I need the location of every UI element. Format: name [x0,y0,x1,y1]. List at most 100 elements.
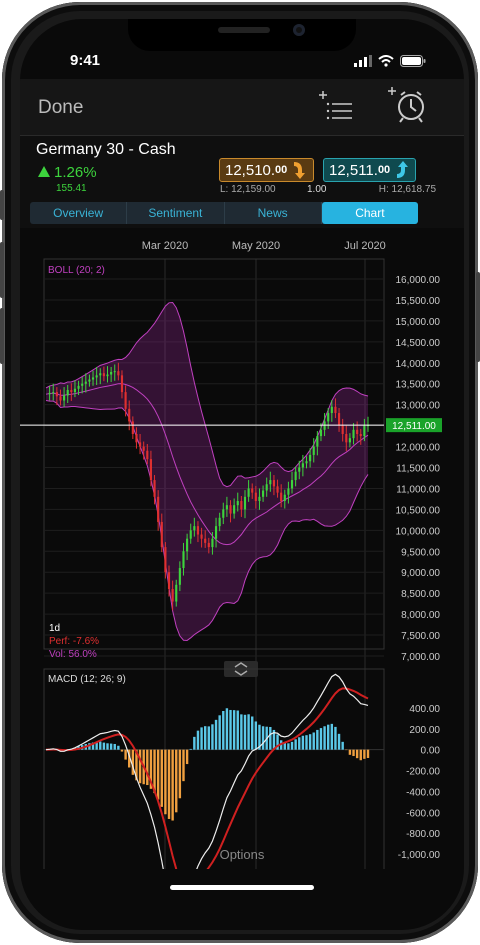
candle [287,488,290,495]
candle [247,488,250,497]
y-tick-label: 11,500.00 [396,464,440,475]
y-tick-label: 10,500.00 [396,505,441,516]
macd-histogram-bar [334,726,337,750]
tab-news[interactable]: News [225,202,322,224]
candle [99,373,102,376]
candle [254,492,257,502]
macd-histogram-bar [290,741,294,750]
candle [319,429,323,437]
macd-histogram-bar [189,748,192,750]
macd-histogram-bar [178,749,182,799]
candle [327,413,330,422]
macd-histogram-bar [355,749,359,759]
macd-y-tick-label: -200.00 [406,767,440,778]
macd-histogram-bar [117,745,120,750]
current-price-label: 12,511.00 [392,421,436,432]
candle [106,374,109,377]
macd-histogram-bar [366,749,370,758]
speaker [218,27,270,33]
y-tick-label: 14,000.00 [396,359,441,370]
macd-histogram-bar [301,735,305,750]
macd-histogram-bar [160,749,163,807]
macd-panel-frame [43,668,385,876]
candle [309,454,312,462]
sell-arrow-icon [294,162,306,179]
macd-histogram-bar [312,732,315,750]
macd-histogram-bar [294,739,297,750]
y-tick-label: 10,000.00 [396,526,441,537]
macd-histogram-bar [251,716,254,750]
x-tick-label: Mar 2020 [142,240,188,252]
macd-line [45,673,369,923]
candle [171,588,174,602]
macd-label: MACD (12; 26; 9) [48,674,126,685]
chart-area[interactable]: Mar 2020 May 2020 Jul 2020 16,000.00 15,500… [20,229,464,923]
buy-price-small: 00 [377,164,391,176]
tab-overview[interactable]: Overview [30,202,128,224]
candle [66,390,69,396]
volume-down-button [0,308,4,364]
candle [243,496,247,510]
candle [175,584,178,602]
add-alarm-icon[interactable] [386,85,428,125]
macd-histogram-bar [276,734,279,750]
options-button[interactable]: Options [219,847,265,862]
macd-histogram-bar [269,726,272,750]
add-list-icon[interactable] [316,89,356,123]
up-arrow-icon [38,166,50,177]
price-chart[interactable]: Mar 2020 May 2020 Jul 2020 16,000.00 15,500… [20,229,464,923]
candle [186,538,189,552]
price-panel-frame [43,258,385,650]
candle [258,496,261,502]
candle [356,429,359,434]
spread: 1.00 [307,184,327,195]
candle [337,413,341,426]
candle [312,446,315,455]
candle [276,486,279,493]
macd-histogram-bar [352,749,355,757]
home-indicator[interactable] [170,885,314,890]
y-tick-label: 9,000.00 [401,568,440,579]
buy-price-main: 12,511. [329,161,378,179]
x-tick-label: Jul 2020 [344,240,386,252]
y-tick-label: 16,000.00 [396,275,441,286]
macd-histogram-bar [193,736,196,750]
sell-price-button[interactable]: 12,510. 00 [219,158,314,182]
macd-histogram-bar [200,727,203,750]
macd-histogram-bar [218,715,221,750]
wifi-icon [378,55,394,67]
candle [233,505,236,514]
macd-histogram-bar [214,719,218,750]
high-price: H: 12,618.75 [378,184,436,195]
macd-histogram-bar [272,729,276,750]
y-tick-label: 13,500.00 [396,380,441,391]
candle [52,392,55,394]
buy-price-button[interactable]: 12,511. 00 [323,158,416,182]
macd-histogram-bar [153,749,156,794]
macd-histogram-bar [261,726,265,750]
battery-icon [400,55,426,67]
timeframe-label: 1d [49,623,60,634]
macd-histogram-bar [175,749,178,813]
done-button[interactable]: Done [38,97,84,118]
low-price: L: 12,159.00 [220,184,276,195]
candle [330,406,333,414]
perf-label: Perf: -7.6% [49,636,99,647]
macd-histogram-bar [138,749,142,784]
candle [265,484,268,491]
macd-histogram-bar [330,723,334,750]
macd-histogram-bar [182,749,185,782]
macd-histogram-bar [359,749,362,761]
candle [214,526,218,539]
candle [225,505,228,510]
macd-histogram-bar [247,714,250,750]
macd-histogram-bar [254,721,258,750]
y-tick-label: 7,500.00 [401,631,440,642]
macd-histogram-bar [113,743,116,750]
tab-sentiment[interactable]: Sentiment [127,202,225,224]
tab-chart[interactable]: Chart [321,202,418,224]
macd-histogram-bar [225,708,229,750]
candle [142,446,145,451]
y-tick-label: 8,000.00 [401,610,440,621]
candle [128,408,131,422]
